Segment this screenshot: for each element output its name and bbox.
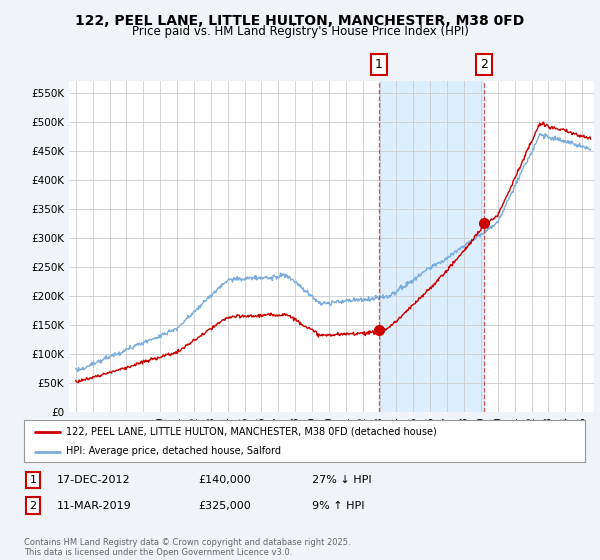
- Text: 27% ↓ HPI: 27% ↓ HPI: [312, 475, 371, 485]
- Text: 122, PEEL LANE, LITTLE HULTON, MANCHESTER, M38 0FD (detached house): 122, PEEL LANE, LITTLE HULTON, MANCHESTE…: [66, 427, 437, 437]
- Text: 17-DEC-2012: 17-DEC-2012: [57, 475, 131, 485]
- Text: Contains HM Land Registry data © Crown copyright and database right 2025.
This d: Contains HM Land Registry data © Crown c…: [24, 538, 350, 557]
- Text: 9% ↑ HPI: 9% ↑ HPI: [312, 501, 365, 511]
- Text: 122, PEEL LANE, LITTLE HULTON, MANCHESTER, M38 0FD: 122, PEEL LANE, LITTLE HULTON, MANCHESTE…: [76, 14, 524, 28]
- Text: 11-MAR-2019: 11-MAR-2019: [57, 501, 132, 511]
- Text: 1: 1: [375, 58, 383, 71]
- Bar: [379, 81, 484, 412]
- Text: 2: 2: [29, 501, 37, 511]
- Text: 2: 2: [480, 58, 488, 71]
- Text: HPI: Average price, detached house, Salford: HPI: Average price, detached house, Salf…: [66, 446, 281, 456]
- Text: £140,000: £140,000: [198, 475, 251, 485]
- Text: £325,000: £325,000: [198, 501, 251, 511]
- Text: 1: 1: [29, 475, 37, 485]
- Text: Price paid vs. HM Land Registry's House Price Index (HPI): Price paid vs. HM Land Registry's House …: [131, 25, 469, 38]
